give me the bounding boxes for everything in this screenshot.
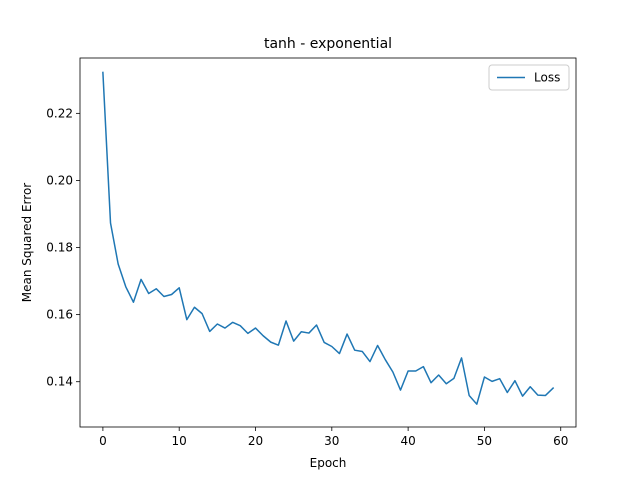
x-axis-label: Epoch — [310, 456, 347, 470]
y-axis-label: Mean Squared Error — [20, 183, 34, 303]
y-tick-label: 0.14 — [46, 375, 73, 389]
x-tick-label: 20 — [248, 434, 263, 448]
x-tick-label: 0 — [99, 434, 107, 448]
x-tick-label: 30 — [324, 434, 339, 448]
y-tick-label: 0.20 — [46, 173, 73, 187]
chart-title: tanh - exponential — [264, 36, 392, 52]
y-tick-label: 0.22 — [46, 106, 73, 120]
x-tick-label: 10 — [172, 434, 187, 448]
x-tick-label: 40 — [400, 434, 415, 448]
legend: Loss — [488, 64, 570, 91]
y-tick-label: 0.18 — [46, 241, 73, 255]
series-line-loss — [102, 71, 555, 405]
x-ticks: 0 10 20 30 40 50 60 — [99, 427, 568, 448]
x-tick-label: 50 — [477, 434, 492, 448]
y-tick-label: 0.16 — [46, 308, 73, 322]
axes-frame — [79, 57, 577, 428]
plot-layer — [102, 71, 555, 405]
y-ticks: 0.14 0.16 0.18 0.20 0.22 — [46, 106, 80, 389]
x-tick-label: 60 — [553, 434, 568, 448]
legend-label-loss: Loss — [534, 71, 560, 85]
legend-box — [488, 64, 570, 91]
